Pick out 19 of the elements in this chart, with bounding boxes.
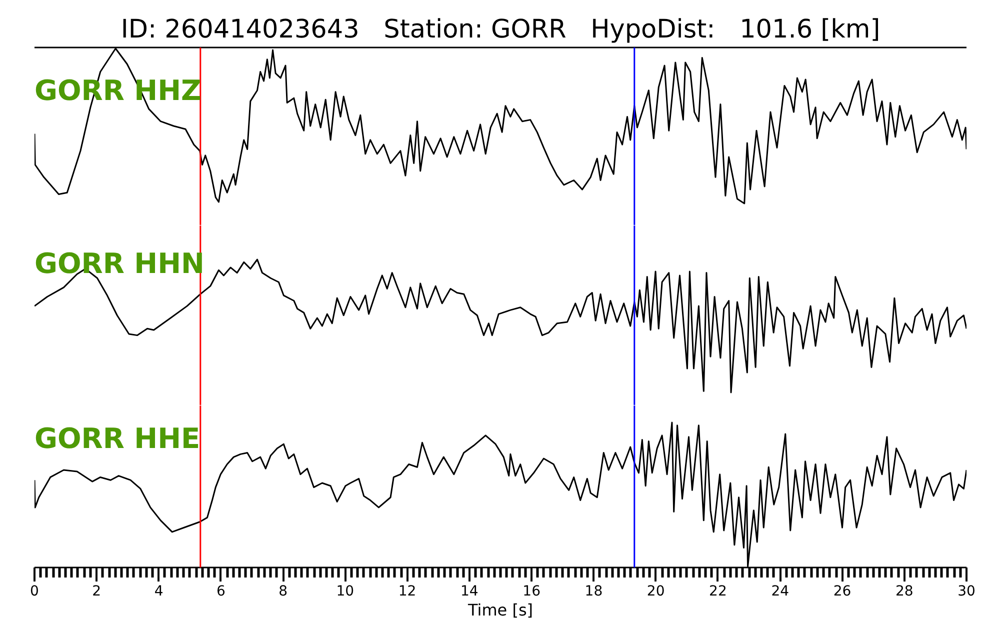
chart-title: ID: 260414023643 Station: GORR HypoDist: 101.6 [km] <box>120 14 880 44</box>
x-axis-title: Time [s] <box>466 600 534 620</box>
x-tick-label: 20 <box>646 584 665 600</box>
x-tick-label: 10 <box>336 584 354 600</box>
x-tick-label: 8 <box>278 584 288 600</box>
x-tick-label: 14 <box>460 584 478 600</box>
x-tick-label: 30 <box>958 584 976 600</box>
series-label: GORR HHE <box>34 422 200 455</box>
x-tick-label: 12 <box>398 584 416 600</box>
x-tick-label: 4 <box>154 584 164 600</box>
x-tick-label: 24 <box>771 584 790 600</box>
x-tick-label: 22 <box>709 584 727 600</box>
x-tick-label: 28 <box>895 584 914 600</box>
x-tick-label: 26 <box>833 584 852 600</box>
x-tick-label: 2 <box>92 584 102 600</box>
x-tick-label: 0 <box>30 584 39 600</box>
x-tick-label: 6 <box>216 584 226 600</box>
x-tick-label: 16 <box>522 584 541 600</box>
x-tick-label: 18 <box>584 584 603 600</box>
